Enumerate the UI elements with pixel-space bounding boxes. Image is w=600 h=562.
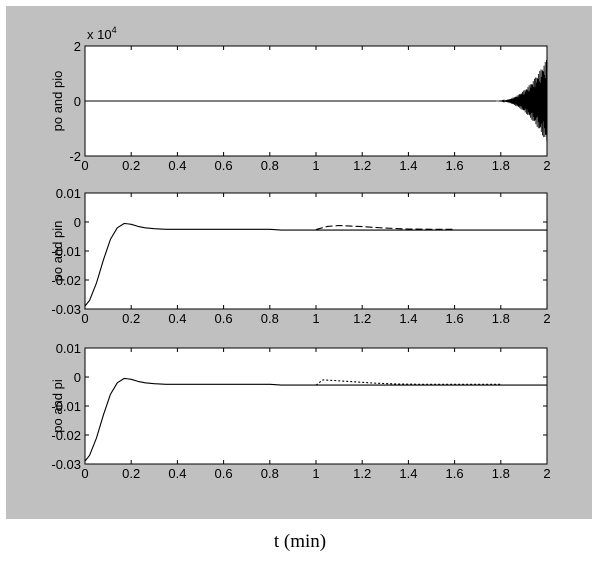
x-tick-label: 1.2 (353, 466, 371, 481)
series-group (85, 377, 547, 462)
x-tick-label: 1 (312, 466, 319, 481)
x-tick-label: 1.6 (446, 311, 464, 326)
y-tick-label: -0.01 (51, 399, 81, 414)
axes-box (84, 347, 548, 465)
series-1-line (85, 222, 547, 307)
x-tick-label: 1.4 (399, 158, 417, 173)
x-tick-label: 1.8 (492, 311, 510, 326)
series-2-line (315, 224, 455, 231)
x-tick-label: 0.6 (215, 311, 233, 326)
y-tick-label: 0 (74, 370, 81, 385)
x-axis-label: t (min) (274, 531, 326, 552)
x-tick-label: 0.4 (168, 311, 186, 326)
y-tick-label: 0.01 (56, 341, 81, 356)
x-tick-label: 0.4 (168, 158, 186, 173)
y-tick-label: -0.02 (51, 428, 81, 443)
x-tick-label: 1 (312, 158, 319, 173)
x-tick-label: 0.8 (261, 158, 279, 173)
x-tick-label: 1.2 (353, 311, 371, 326)
series-group (85, 59, 547, 141)
x-tick-label: 0 (81, 466, 88, 481)
x-tick-label: 2 (543, 466, 550, 481)
y-tick-label: 0.01 (56, 186, 81, 201)
x-tick-label: 0.2 (122, 466, 140, 481)
series-2-line (315, 379, 501, 386)
x-tick-label: 1.8 (492, 466, 510, 481)
x-tick-label: 0.8 (261, 466, 279, 481)
y-tick-label: -0.03 (51, 302, 81, 317)
x-tick-label: 1.2 (353, 158, 371, 173)
axes-box (84, 192, 548, 310)
y-tick-label: -0.03 (51, 457, 81, 472)
x-tick-label: 1.6 (446, 466, 464, 481)
subplot-2: 0 0.2 0.4 0.6 0.8 1 1.2 1.4 1.6 1.8 2 -0.03 -0.02 -0.… (50, 186, 551, 326)
x-tick-label: 0.2 (122, 311, 140, 326)
x-tick-label: 1.6 (446, 158, 464, 173)
y-exponent-label: x 104 (87, 25, 117, 42)
x-tick-label: 1.4 (399, 311, 417, 326)
y-axis-label: po and pi (50, 379, 65, 433)
x-tick-label: 0 (81, 311, 88, 326)
y-tick-label: 2 (74, 39, 81, 54)
y-tick-label: 0 (74, 94, 81, 109)
x-tick-label: 0.6 (215, 466, 233, 481)
y-tick-label: -2 (69, 149, 81, 164)
x-tick-label: 0.8 (261, 311, 279, 326)
x-tick-label: 1.8 (492, 158, 510, 173)
x-tick-label: 2 (543, 158, 550, 173)
x-tick-label: 1.4 (399, 466, 417, 481)
y-tick-label: -0.02 (51, 273, 81, 288)
x-tick-label: 1 (312, 311, 319, 326)
series-group (85, 222, 547, 307)
x-tick-label: 0.6 (215, 158, 233, 173)
y-exponent-power: 4 (112, 25, 117, 35)
series-1-line (85, 377, 547, 462)
subplot-3: 0 0.2 0.4 0.6 0.8 1 1.2 1.4 1.6 1.8 2 -0.03 -0.02 -0.… (50, 341, 551, 481)
y-axis-label: po and pin (50, 221, 65, 282)
x-tick-label: 0.4 (168, 466, 186, 481)
y-axis-label: po and pio (50, 71, 65, 132)
x-tick-label: 2 (543, 311, 550, 326)
series-2-line (496, 59, 547, 141)
x-tick-label: 0.2 (122, 158, 140, 173)
x-tick-label: 0 (81, 158, 88, 173)
y-tick-label: 0 (74, 215, 81, 230)
y-tick-label: -0.01 (51, 244, 81, 259)
